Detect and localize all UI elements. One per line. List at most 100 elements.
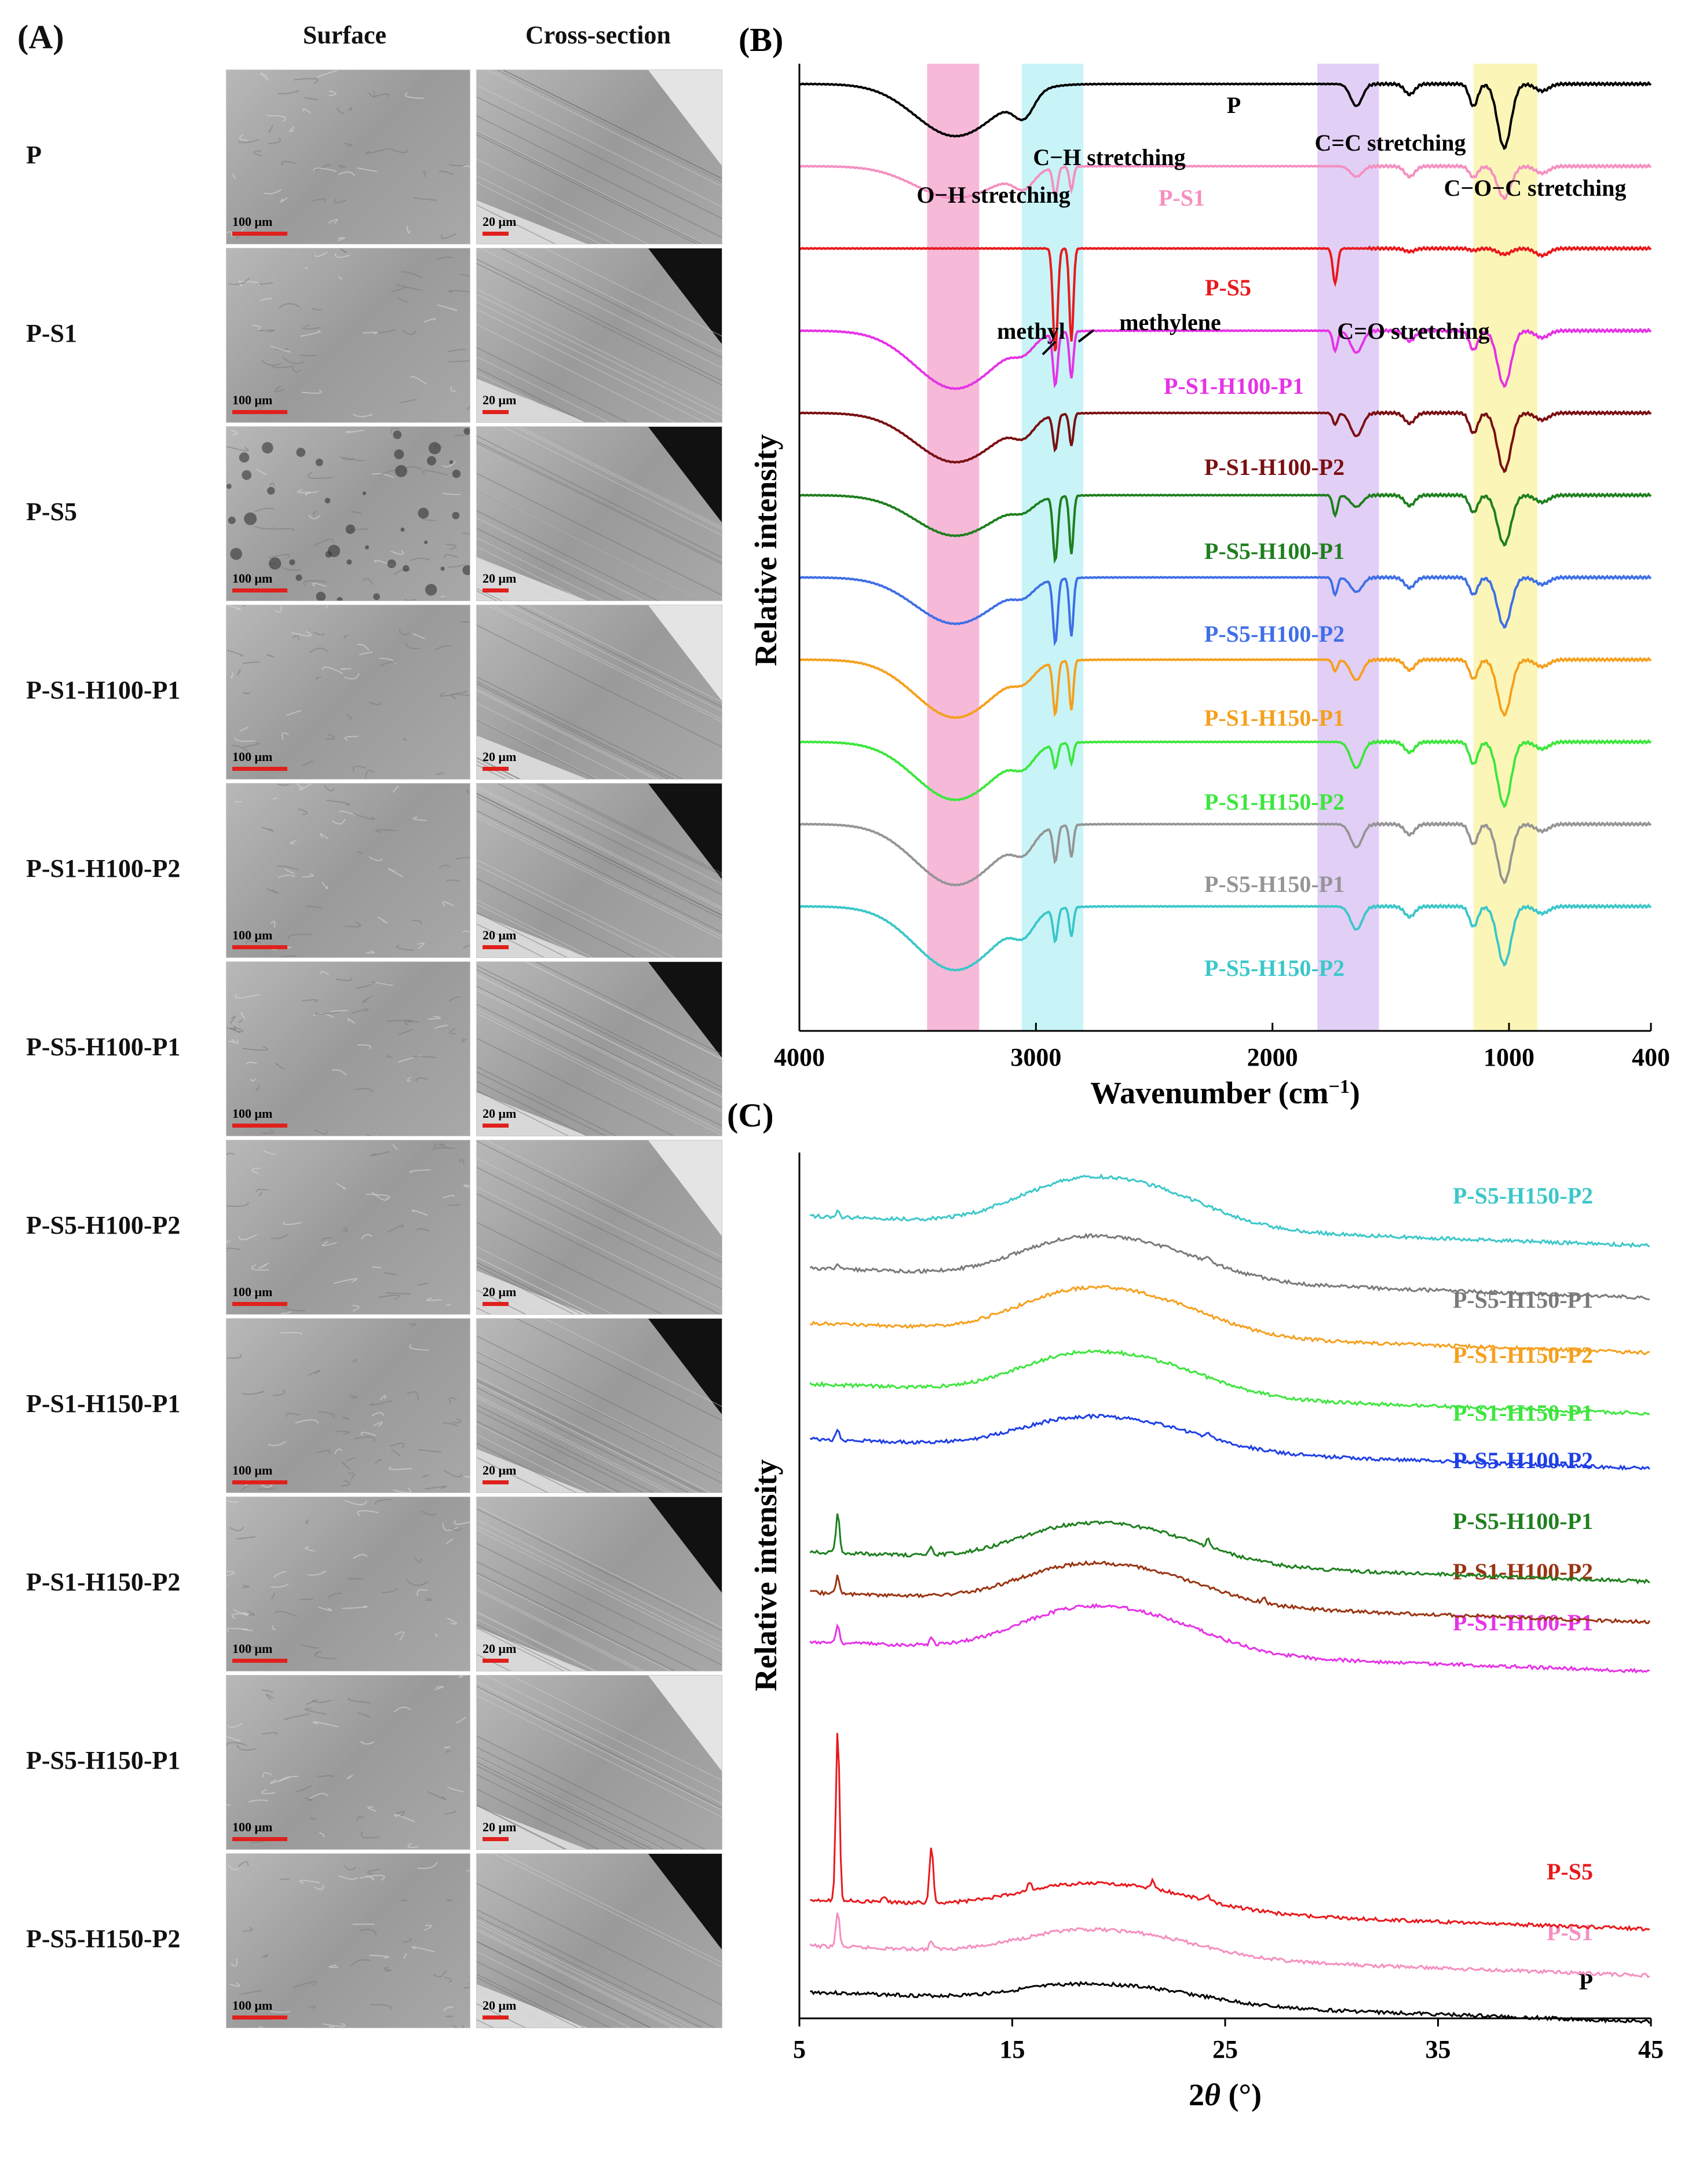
surface-sem-image: 100 μm [226,1497,470,1671]
ftir-series-line [799,903,1652,972]
cross-sem-image: 20 μm [476,248,722,423]
ftir-series-line [799,821,1652,887]
x-tick-label: 35 [1426,2035,1451,2064]
x-tick-label: 25 [1212,2035,1238,2064]
cross-sem-image: 20 μm [476,1140,722,1315]
x-tick-label: 400 [1632,1043,1670,1071]
cross-sem-image: 20 μm [476,783,722,958]
ftir-series-line [799,327,1652,390]
xrd-series-label: P-S5-H150-P1 [1453,1287,1593,1313]
x-tick-label: 3000 [1010,1043,1061,1071]
xrd-series-line [809,1348,1650,1416]
surface-sem-image: 100 μm [226,69,470,244]
absorption-band [1021,64,1083,1031]
xrd-chart: (C)PP-S1P-S5P-S1-H100-P1P-S1-H100-P2P-S5… [727,1096,1664,2112]
scale-bar: 20 μm [483,1998,516,2020]
surface-column-header: Surface [302,21,387,49]
scale-bar-line [483,232,509,236]
cross-sem-image: 20 μm [476,1318,722,1493]
scale-bar-label: 20 μm [483,1285,517,1299]
scale-bar-label: 100 μm [232,928,273,942]
xrd-series-line [810,1413,1650,1471]
ftir-series-label: P-S5-H100-P1 [1204,538,1344,564]
scale-bar-line [483,767,509,771]
scale-bar-line [232,588,287,592]
scale-bar-label: 20 μm [483,1998,517,2013]
cross-sem-image: 20 μm [476,69,722,244]
scale-bar: 100 μm [232,571,287,592]
xrd-series-line [809,1912,1650,1978]
panel-c-label: (C) [727,1096,774,1134]
scale-bar: 100 μm [232,1641,287,1663]
scale-bar-label: 20 μm [483,393,517,407]
x-axis-label-main: Wavenumber (cm [1090,1075,1328,1110]
scale-bar: 20 μm [483,1285,516,1306]
methylene-arrow [1077,329,1095,343]
methyl-arrow [1042,341,1057,356]
xrd-series-label: P-S5-H100-P1 [1453,1508,1593,1534]
scale-bar-label: 20 μm [483,1463,517,1477]
scale-bar: 100 μm [232,749,287,771]
x-tick-label: 5 [793,2035,806,2064]
panel-a-label: (A) [17,18,64,56]
ftir-series-line [799,574,1652,647]
row-label: P-S1-H150-P2 [26,1568,181,1596]
x-axis-label-prefix: 2 [1189,2077,1204,2112]
cross-sem-image: 20 μm [476,961,722,1136]
scale-bar-label: 20 μm [483,1641,517,1656]
xrd-series-line [809,1603,1650,1674]
x-axis-label-unit: (°) [1221,2077,1262,2112]
x-tick-label: 2000 [1247,1043,1298,1071]
scale-bar-line [232,1124,287,1128]
scale-bar-label: 20 μm [483,928,517,942]
scale-bar-line [232,1302,287,1306]
surface-sem-image: 100 μm [226,1140,470,1315]
surface-sem-image: 100 μm [226,961,470,1136]
scale-bar-line [232,2015,287,2020]
scale-bar: 100 μm [232,214,287,236]
ftir-series-label: P-S1-H100-P1 [1164,373,1304,399]
xrd-series-label: P-S1-H150-P1 [1453,1400,1593,1426]
scale-bar-line [232,767,287,771]
scale-bar-label: 100 μm [232,1463,273,1477]
band-annotation: methyl [997,318,1065,344]
band-annotation: O−H stretching [916,182,1070,208]
scale-bar-line [232,1659,287,1663]
xrd-series-label: P-S5 [1547,1859,1593,1885]
scale-bar-label: 20 μm [483,749,517,764]
scale-bar: 20 μm [483,928,516,949]
xrd-series-label: P-S5-H150-P2 [1453,1183,1593,1209]
scale-bar-line [232,232,287,236]
y-axis-label: Relative intensity [748,1459,783,1691]
ftir-series-label: P-S1-H100-P2 [1204,454,1344,480]
scale-bar-label: 100 μm [232,749,273,764]
row-label: P-S5-H150-P1 [26,1746,181,1775]
ftir-series-line [799,163,1652,200]
scale-bar: 20 μm [483,749,516,771]
scale-bar-label: 100 μm [232,214,273,229]
scale-bar: 100 μm [232,1463,287,1484]
ftir-series-line [799,492,1652,564]
xrd-series-line [810,1560,1651,1625]
x-tick-label: 45 [1638,2035,1664,2064]
scale-bar-label: 100 μm [232,571,273,586]
ftir-series-label: P-S1-H150-P2 [1204,789,1344,815]
xrd-series-line [810,1981,1650,2024]
scale-bar: 100 μm [232,393,287,414]
row-label: P-S1-H100-P1 [26,676,181,704]
scale-bar-label: 20 μm [483,571,517,586]
cross-sem-image: 20 μm [476,1497,722,1671]
scale-bar-line [232,1837,287,1841]
scale-bar-label: 100 μm [232,1285,273,1299]
ftir-series-line [799,245,1652,352]
ftir-series-line [799,738,1652,809]
x-axis-label: 2θ (°) [1189,2077,1262,2112]
scale-bar-label: 100 μm [232,1641,273,1656]
row-label: P-S1-H150-P1 [26,1389,181,1418]
scale-bar-line [232,1480,287,1484]
band-annotation: C=O stretching [1337,318,1489,344]
scale-bar-line [483,1302,509,1306]
ftir-chart: (B) P P-S1 P-S5 P-S1-H100-P1 P-S1-H100-P2 P-S5… [739,21,1670,1110]
xrd-series-label: P-S5-H100-P2 [1453,1447,1593,1473]
